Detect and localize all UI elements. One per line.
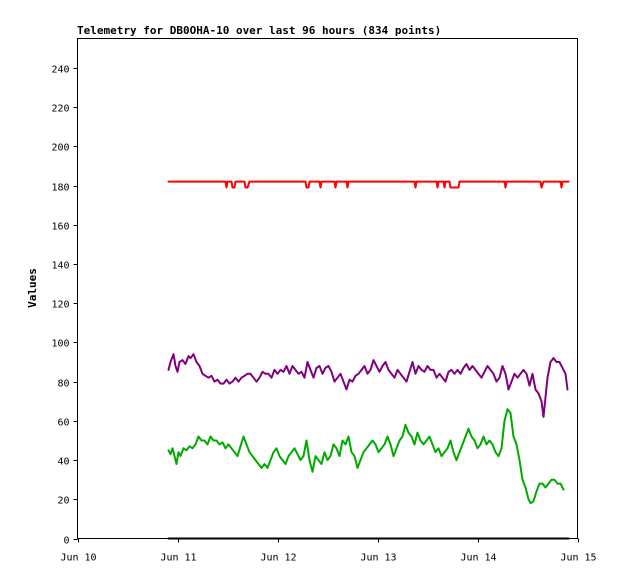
x-axis: Jun 10 Jun 11 Jun 12 Jun 13 Jun 14 Jun 15 xyxy=(60,538,597,564)
y-tick-label: 120 xyxy=(51,300,69,311)
y-tick-label: 40 xyxy=(57,457,69,468)
series-line-0 xyxy=(167,180,570,189)
chart-title: Telemetry for DB0OHA-10 over last 96 hou… xyxy=(77,24,441,37)
x-tick-label: Jun 10 xyxy=(60,553,96,564)
plot-frame xyxy=(77,38,578,539)
x-tick-label: Jun 12 xyxy=(260,553,296,564)
y-tick-label: 140 xyxy=(51,261,69,272)
y-axis: 0 20 40 60 80 100 120 140 160 180 200 220 240 xyxy=(51,65,78,547)
series-line-1 xyxy=(167,353,569,418)
y-tick-label: 60 xyxy=(57,418,69,429)
y-tick-label: 200 xyxy=(51,143,69,154)
x-tick-label: Jun 13 xyxy=(360,553,396,564)
y-axis-label: Values xyxy=(26,268,39,308)
x-tick-label: Jun 15 xyxy=(560,553,596,564)
y-tick-label: 100 xyxy=(51,339,69,350)
series-line-2 xyxy=(167,408,565,505)
y-tick-label: 80 xyxy=(57,379,69,390)
y-tick-label: 240 xyxy=(51,65,69,76)
y-tick-label: 0 xyxy=(63,536,69,547)
y-tick-label: 180 xyxy=(51,183,69,194)
x-tick-label: Jun 11 xyxy=(160,553,196,564)
series-layer xyxy=(167,180,570,540)
y-tick-label: 220 xyxy=(51,104,69,115)
x-tick-label: Jun 14 xyxy=(460,553,496,564)
y-tick-label: 20 xyxy=(57,496,69,507)
y-tick-label: 160 xyxy=(51,222,69,233)
